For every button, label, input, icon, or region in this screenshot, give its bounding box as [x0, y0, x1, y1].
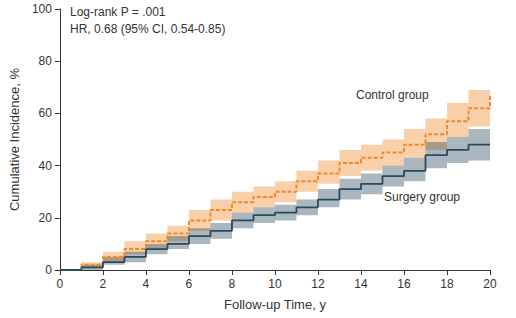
- svg-text:20: 20: [483, 277, 497, 291]
- svg-text:60: 60: [39, 106, 53, 120]
- svg-text:4: 4: [143, 277, 150, 291]
- svg-text:Cumulative Incidence, %: Cumulative Incidence, %: [7, 68, 22, 212]
- svg-text:HR, 0.68 (95% CI, 0.54-0.85): HR, 0.68 (95% CI, 0.54-0.85): [70, 22, 225, 36]
- svg-text:16: 16: [397, 277, 411, 291]
- svg-text:0: 0: [45, 263, 52, 277]
- svg-text:100: 100: [32, 2, 52, 16]
- svg-text:80: 80: [39, 54, 53, 68]
- svg-text:6: 6: [186, 277, 193, 291]
- svg-text:Surgery group: Surgery group: [384, 190, 460, 204]
- svg-text:20: 20: [39, 211, 53, 225]
- svg-text:40: 40: [39, 159, 53, 173]
- svg-text:8: 8: [229, 277, 236, 291]
- svg-text:18: 18: [440, 277, 454, 291]
- svg-text:12: 12: [311, 277, 325, 291]
- svg-text:Follow-up Time, y: Follow-up Time, y: [224, 297, 326, 312]
- svg-text:14: 14: [354, 277, 368, 291]
- svg-text:Control group: Control group: [356, 88, 429, 102]
- svg-text:0: 0: [57, 277, 64, 291]
- svg-text:Log-rank P = .001: Log-rank P = .001: [70, 5, 166, 19]
- svg-text:2: 2: [100, 277, 107, 291]
- svg-text:10: 10: [268, 277, 282, 291]
